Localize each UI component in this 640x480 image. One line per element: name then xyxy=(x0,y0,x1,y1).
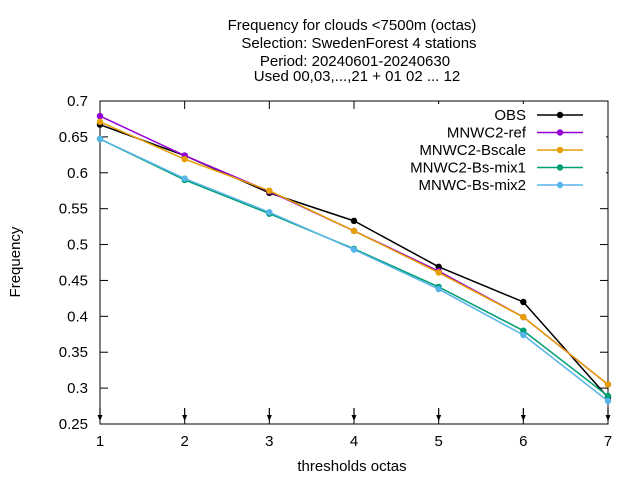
y-tick-label: 0.45 xyxy=(59,272,88,289)
y-axis-ticks: 0.25 0.3 0.35 0.4 0.45 0.5 0.55 0.6 0.65 0.7 xyxy=(59,93,608,433)
y-tick-label: 0.4 xyxy=(67,308,88,325)
data-point xyxy=(96,112,104,120)
x-tick-label: 1 xyxy=(96,433,104,450)
x-tick-label: 7 xyxy=(604,433,612,450)
x-marker-arrowhead xyxy=(520,415,526,421)
data-point xyxy=(604,397,612,405)
legend-label: MNWC2-Bs-mix1 xyxy=(410,160,526,177)
x-tick-label: 3 xyxy=(265,433,273,450)
y-tick-label: 0.35 xyxy=(59,344,88,361)
data-point xyxy=(96,118,104,126)
x-marker-arrowhead xyxy=(351,415,357,421)
data-point xyxy=(350,217,358,225)
y-tick-label: 0.6 xyxy=(67,165,88,182)
y-tick-label: 0.55 xyxy=(59,201,88,218)
legend-background xyxy=(380,104,606,192)
y-tick-label: 0.65 xyxy=(59,129,88,146)
data-point xyxy=(435,285,442,293)
x-marker-arrowhead xyxy=(266,415,272,421)
data-point xyxy=(604,381,612,388)
title-line-2: Selection: SwedenForest 4 stations xyxy=(241,35,476,52)
data-point xyxy=(604,392,612,400)
data-point xyxy=(266,187,273,194)
x-axis-label: thresholds octas xyxy=(297,458,406,475)
legend: OBSMNWC2-refMNWC2-BscaleMNWC2-Bs-mix1MNW… xyxy=(380,104,606,194)
data-point xyxy=(96,135,104,143)
data-point xyxy=(181,155,188,163)
data-point xyxy=(520,331,527,339)
x-tick-label: 6 xyxy=(519,433,527,450)
legend-swatch-marker xyxy=(556,164,564,171)
plot-frame xyxy=(99,100,609,425)
legend-label: MNWC2-ref xyxy=(447,125,527,142)
data-point xyxy=(520,313,527,321)
legend-swatch-marker xyxy=(556,129,564,136)
title-line-3: Period: 20240601-20240630 xyxy=(260,53,450,70)
y-axis-label: Frequency xyxy=(7,226,24,297)
legend-swatch-marker xyxy=(556,111,564,119)
data-point xyxy=(181,175,188,182)
data-point xyxy=(350,227,358,235)
x-marker-arrowhead xyxy=(182,415,188,421)
legend-label: MNWC2-Bscale xyxy=(419,142,526,159)
x-tick-label: 2 xyxy=(180,433,188,450)
x-tick-label: 5 xyxy=(434,433,442,450)
legend-swatch-marker xyxy=(556,146,564,154)
legend-swatch-marker xyxy=(556,181,564,189)
y-tick-label: 0.25 xyxy=(59,416,88,433)
y-tick-label: 0.5 xyxy=(67,237,88,254)
y-tick-label: 0.3 xyxy=(67,380,88,397)
chart-title: Frequency for clouds <7500m (octas) Sele… xyxy=(228,17,477,85)
x-tick-label: 4 xyxy=(350,433,358,450)
data-point xyxy=(350,246,358,253)
data-point xyxy=(435,269,442,276)
series-layer xyxy=(96,112,612,405)
x-marker-arrowhead xyxy=(436,415,442,421)
title-line-4: Used 00,03,...,21 + 01 02 ... 12 xyxy=(254,68,460,85)
legend-label: MNWC-Bs-mix2 xyxy=(419,177,526,194)
data-point xyxy=(266,209,273,216)
data-point xyxy=(520,298,527,306)
y-tick-label: 0.7 xyxy=(67,93,88,110)
legend-label: OBS xyxy=(494,107,526,124)
title-line-1: Frequency for clouds <7500m (octas) xyxy=(228,17,477,34)
